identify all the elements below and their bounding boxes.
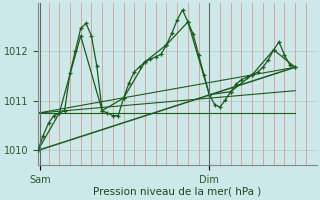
X-axis label: Pression niveau de la mer( hPa ): Pression niveau de la mer( hPa ) [93,187,261,197]
